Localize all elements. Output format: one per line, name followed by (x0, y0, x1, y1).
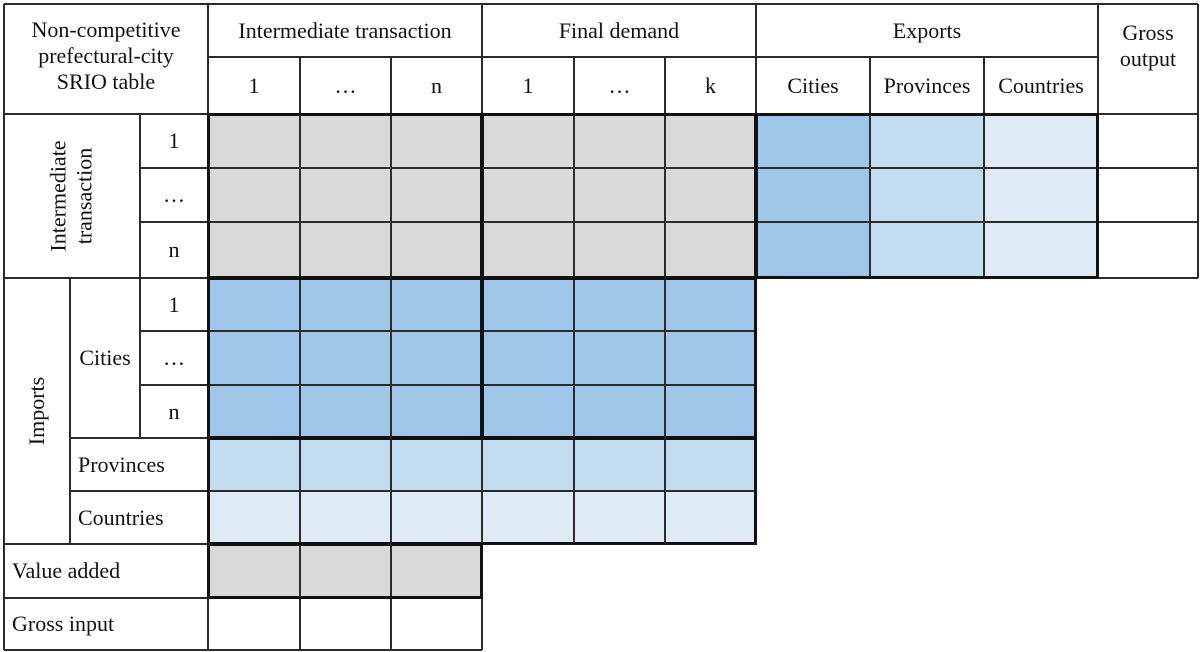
row-value-added: Value added (12, 558, 121, 583)
row-group-intermediate-line-1: Intermediate (45, 140, 71, 252)
grid-line (390, 57, 392, 650)
row-intermediate-n: n (168, 237, 180, 262)
grid-line (573, 57, 575, 544)
grid-line (140, 221, 1198, 223)
corner-title-line-2: prefectural-city (38, 43, 174, 68)
grid-line (140, 330, 756, 332)
grid-line (4, 649, 482, 651)
col-exports-cities: Cities (787, 72, 839, 98)
corner-title: Non-competitive prefectural-city SRIO ta… (4, 6, 208, 106)
grid-line (208, 56, 1098, 58)
header-final-demand: Final demand (558, 17, 680, 43)
row-group-intermediate-line-2: transaction (71, 147, 97, 245)
row-group-imports: Imports (4, 278, 70, 544)
col-intermediate-n: n (431, 72, 442, 98)
grid-line (1097, 4, 1099, 278)
row-intermediate-ellipsis: … (163, 182, 185, 207)
col-final-demand-ellipsis: … (608, 72, 631, 98)
corner-title-line-3: SRIO table (56, 69, 156, 94)
corner-title-line-1: Non-competitive (31, 17, 181, 42)
grid-line (70, 437, 756, 439)
grid-line (664, 57, 666, 544)
grid-line (4, 277, 1198, 279)
grid-line (983, 57, 985, 278)
row-group-intermediate-transaction: Intermediate transaction (4, 114, 140, 278)
row-gross-input: Gross input (12, 611, 115, 636)
col-final-demand-k: k (705, 72, 716, 98)
col-intermediate-1: 1 (248, 72, 260, 98)
exports-provinces-block (870, 114, 984, 278)
gross-output-line-2: output (1119, 46, 1177, 71)
exports-countries-block (984, 114, 1098, 278)
row-intermediate-1: 1 (168, 128, 180, 153)
grid-line (139, 114, 141, 438)
col-final-demand-1: 1 (522, 72, 534, 98)
grid-line (70, 490, 756, 492)
grid-line (4, 543, 756, 545)
row-countries: Countries (78, 504, 164, 530)
grid-line (1197, 4, 1199, 278)
row-cities-1: 1 (168, 291, 180, 317)
row-provinces: Provinces (78, 451, 165, 477)
grid-line (140, 167, 1198, 169)
grid-line (755, 4, 757, 544)
grid-line (299, 57, 301, 650)
header-exports: Exports (892, 17, 962, 43)
grid-line (207, 4, 209, 650)
col-exports-provinces: Provinces (883, 72, 971, 98)
grid-line (869, 57, 871, 278)
exports-cities-block (756, 114, 870, 278)
grid-line (140, 384, 756, 386)
row-cities-ellipsis: … (163, 345, 185, 370)
header-intermediate-transaction: Intermediate transaction (238, 17, 452, 43)
grid-line (4, 3, 1198, 5)
row-cities-label: Cities (79, 345, 131, 370)
header-gross-output: Gross output (1098, 20, 1198, 80)
col-exports-countries: Countries (998, 72, 1084, 98)
value-added-block (208, 544, 482, 598)
col-intermediate-ellipsis: … (334, 72, 357, 98)
grid-line (481, 4, 483, 650)
grid-line (4, 113, 1198, 115)
grid-line (3, 4, 5, 650)
gross-output-line-1: Gross (1122, 20, 1174, 45)
grid-line (69, 278, 71, 544)
row-cities-n: n (168, 398, 180, 424)
row-group-imports-label: Imports (24, 376, 50, 446)
grid-line (4, 597, 482, 599)
